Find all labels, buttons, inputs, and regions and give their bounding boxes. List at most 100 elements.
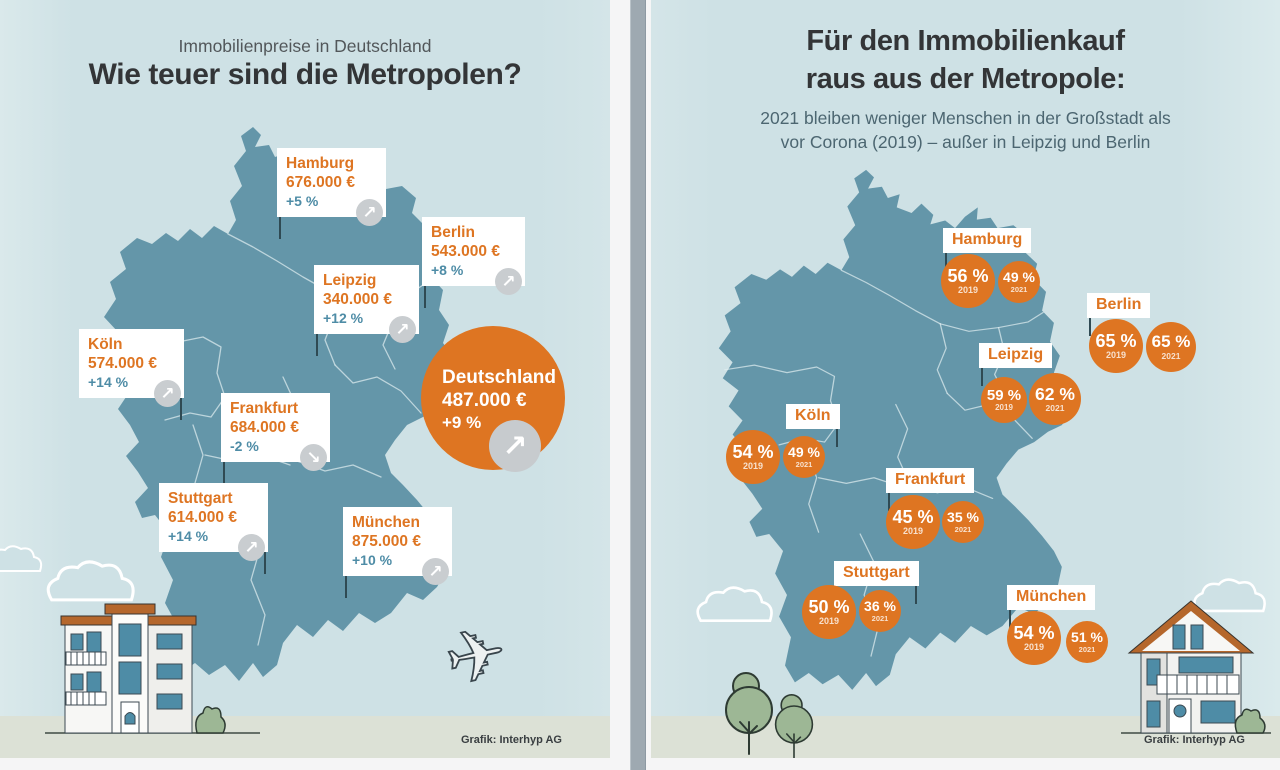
map-pin [835, 429, 838, 447]
stat-year: 2021 [954, 525, 972, 535]
stat-year: 2019 [1023, 642, 1045, 653]
stat-value: 59 % [986, 386, 1022, 404]
cloud-icon [0, 545, 43, 572]
trend-up-icon: ↗ [238, 534, 265, 561]
city-name: Stuttgart [168, 490, 233, 507]
germany-total-bubble: Deutschland 487.000 € +9 % ↗ [421, 326, 565, 472]
country-name: Deutschland [442, 367, 557, 388]
stat-bubble-frankfurt-2021: 35 % 2021 [942, 501, 984, 543]
stat-bubble-berlin-2019: 65 % 2019 [1089, 319, 1143, 373]
stat-bubble-hamburg-2021: 49 % 2021 [998, 261, 1040, 303]
stat-value: 56 % [947, 265, 989, 286]
stat-value: 50 % [808, 596, 850, 617]
city-price: 684.000 € [230, 419, 299, 436]
stat-value: 65 % [1151, 332, 1191, 352]
stat-bubble-stuttgart-2021: 36 % 2021 [859, 590, 901, 632]
trend-up-icon: ↗ [495, 268, 522, 295]
city-price: 614.000 € [168, 509, 237, 526]
stat-value: 54 % [1013, 622, 1055, 643]
city-name: München [352, 514, 421, 531]
map-pin [316, 334, 318, 356]
map-pin [981, 368, 983, 386]
city-price: 574.000 € [88, 355, 157, 372]
city-price: 875.000 € [352, 533, 421, 550]
map-pin [1009, 610, 1011, 628]
map-pin [279, 217, 281, 239]
city-label-frankfurt: Frankfurt [886, 468, 975, 511]
stat-year: 2019 [957, 285, 979, 296]
map-pin [180, 398, 182, 420]
stat-year: 2021 [1078, 645, 1096, 655]
city-price-card-hamburg: Hamburg 676.000 € +5 % ↗ [277, 148, 386, 239]
stat-value: 36 % [864, 598, 896, 615]
map-pin [1089, 318, 1091, 336]
left-kicker: Immobilienpreise in Deutschland [178, 36, 432, 56]
city-price-change: +14 % [168, 528, 209, 544]
city-label-leipzig: Leipzig [979, 343, 1053, 386]
stat-bubble-leipzig-2021: 62 % 2021 [1029, 373, 1081, 425]
stat-bubble-muenchen-2019: 54 % 2019 [1007, 611, 1061, 665]
map-pin [914, 586, 917, 604]
map-pin [888, 493, 890, 511]
credit: Grafik: Interhyp AG [460, 734, 562, 746]
right-infographic-panel: Für den Immobilienkauf raus aus der Metr… [651, 0, 1280, 758]
right-title-line2: raus aus der Metropole: [805, 63, 1126, 95]
stat-bubble-koeln-2021: 49 % 2021 [783, 436, 825, 478]
house-illustration [1121, 600, 1271, 734]
trees-illustration [725, 672, 814, 758]
right-subtitle-line1: 2021 bleiben weniger Menschen in der Gro… [760, 108, 1171, 128]
city-name: Köln [88, 336, 123, 353]
stat-bubble-muenchen-2021: 51 % 2021 [1066, 621, 1108, 663]
map-pin [264, 552, 266, 574]
city-price-card-leipzig: Leipzig 340.000 € +12 % ↗ [314, 265, 419, 356]
city-name: Hamburg [952, 231, 1023, 248]
city-name: Frankfurt [230, 400, 299, 417]
city-name: Berlin [1096, 296, 1142, 313]
city-price-card-stuttgart: Stuttgart 614.000 € +14 % ↗ [159, 483, 268, 574]
cloud-icon [696, 586, 773, 623]
stat-bubble-berlin-2021: 65 % 2021 [1146, 322, 1196, 372]
stat-bubble-leipzig-2019: 59 % 2019 [981, 377, 1027, 423]
stat-value: 49 % [788, 444, 820, 461]
city-price-card-muenchen: München 875.000 € +10 % ↗ [343, 507, 452, 598]
stat-year: 2019 [818, 616, 840, 627]
city-label-berlin: Berlin [1087, 293, 1151, 336]
city-price-change: +14 % [88, 374, 129, 390]
stat-value: 45 % [892, 506, 934, 527]
map-pin [424, 286, 426, 308]
apartment-building-illustration [45, 603, 260, 734]
stat-year: 2021 [795, 460, 813, 470]
stat-bubble-koeln-2019: 54 % 2019 [726, 430, 780, 484]
city-price-change: -2 % [230, 438, 259, 454]
city-price-card-koeln: Köln 574.000 € +14 % ↗ [79, 329, 184, 420]
stat-value: 62 % [1035, 384, 1075, 405]
city-name: Frankfurt [895, 471, 966, 488]
city-name: Berlin [431, 224, 475, 241]
stat-year: 2021 [871, 614, 889, 624]
map-pin [223, 462, 225, 484]
stat-value: 51 % [1071, 629, 1103, 646]
stat-year: 2019 [1105, 350, 1127, 361]
city-price-change: +10 % [352, 552, 393, 568]
right-title-line1: Für den Immobilienkauf [806, 25, 1125, 57]
city-price-change: +8 % [431, 262, 464, 278]
credit: Grafik: Interhyp AG [1143, 734, 1245, 746]
stat-value: 54 % [732, 441, 774, 462]
city-price: 676.000 € [286, 174, 355, 191]
stat-year: 2019 [902, 526, 924, 537]
city-label-stuttgart: Stuttgart [834, 561, 919, 604]
trend-up-icon: ↗ [154, 380, 181, 407]
stat-bubble-stuttgart-2019: 50 % 2019 [802, 585, 856, 639]
left-infographic-panel: Immobilienpreise in Deutschland Wie teue… [0, 0, 610, 758]
stat-bubble-frankfurt-2019: 45 % 2019 [886, 495, 940, 549]
city-price-change: +5 % [286, 193, 319, 209]
stat-bubble-hamburg-2019: 56 % 2019 [941, 254, 995, 308]
map-pin [345, 576, 347, 598]
country-price-change: +9 % [442, 413, 482, 432]
city-price: 340.000 € [323, 291, 392, 308]
city-label-muenchen: München [1007, 585, 1096, 628]
city-name: München [1016, 588, 1087, 605]
city-name: Leipzig [988, 346, 1044, 363]
stat-year: 2021 [1161, 351, 1181, 362]
city-price-card-berlin: Berlin 543.000 € +8 % ↗ [422, 217, 525, 308]
